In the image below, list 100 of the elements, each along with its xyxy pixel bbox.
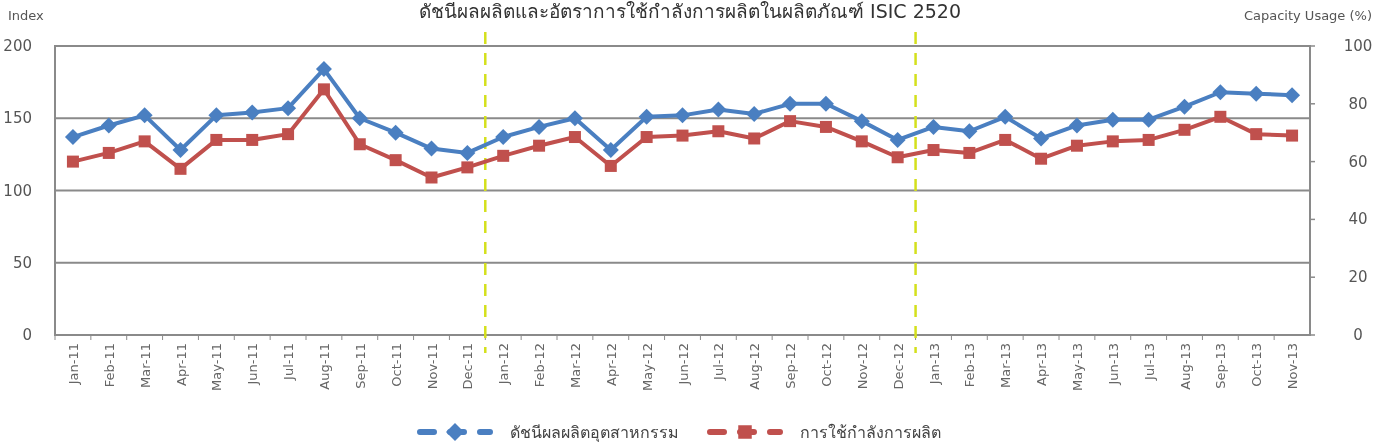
x-tick-label: Jul-13 [1141,343,1157,381]
point [1214,110,1227,123]
x-tick-label: Mar-11 [137,343,153,388]
point [891,151,904,164]
point [999,133,1012,146]
point [748,132,761,145]
point [208,107,225,124]
point [459,144,476,161]
point [1068,117,1085,134]
point [282,128,295,141]
point [1178,123,1191,136]
y-tick-label: 0 [22,326,32,344]
y2-tick-label: 100 [1343,37,1373,55]
point [1035,152,1048,165]
x-tick-label: Apr-13 [1034,343,1050,386]
x-tick-label: Feb-13 [962,343,978,388]
x-tick-label: Sep-13 [1213,343,1229,389]
x-tick-label: Apr-12 [603,343,619,386]
legend-label: ดัชนีผลผลิตอุตสาหกรรม [510,423,679,442]
point [604,159,617,172]
point [317,83,330,96]
point [963,146,976,159]
point [246,133,259,146]
point [210,133,223,146]
x-tick-label: Dec-11 [460,343,476,390]
x-tick-label: May-12 [639,343,655,391]
x-tick-label: Jan-12 [496,343,512,386]
y-tick-label: 50 [12,253,32,272]
point [676,129,689,142]
point [174,162,187,175]
point [1284,87,1301,104]
point [1250,128,1263,141]
point [353,138,366,151]
x-tick-label: Jan-11 [65,343,81,386]
point [1212,84,1229,101]
x-tick-label: May-13 [1069,343,1085,391]
point [819,120,832,133]
point [925,118,942,135]
point [568,131,581,144]
point [389,154,402,167]
x-tick-label: Oct-11 [388,343,404,387]
point [1140,111,1157,128]
point [280,100,297,117]
y2-tick-label: 20 [1348,268,1368,287]
point [638,108,655,125]
x-tick-label: Mar-13 [998,343,1014,388]
point [1248,85,1265,102]
x-tick-label: Aug-13 [1177,343,1193,390]
point [674,107,691,124]
point [927,144,940,157]
point [387,124,404,141]
point [351,110,368,127]
x-tick-label: Jul-11 [281,343,297,381]
legend-label: การใช้กำลังการผลิต [800,423,941,442]
point [710,101,727,118]
y-tick-label: 200 [3,37,32,55]
x-tick-label: Mar-12 [567,343,583,388]
point [782,95,799,112]
point [889,131,906,148]
y2-tick-label: 60 [1348,152,1368,171]
x-tick-label: Jun-12 [675,343,691,386]
point [1070,139,1083,152]
point [817,95,834,112]
point [1176,98,1193,115]
x-tick-label: Jan-13 [926,343,942,386]
point [1286,129,1299,142]
point [495,129,512,146]
y2-tick-label: 40 [1348,210,1368,229]
x-tick-label: Jun-13 [1105,343,1121,386]
y-axis-title: Index [8,8,45,23]
x-tick-label: Apr-11 [173,343,189,386]
point [1106,135,1119,148]
point [533,139,546,152]
y2-axis-title: Capacity Usage (%) [1243,8,1372,23]
point [497,149,510,162]
point [100,117,117,134]
x-tick-label: Nov-11 [424,343,440,390]
y-tick-label: 100 [3,181,32,200]
point [425,171,438,184]
point [1104,111,1121,128]
x-tick-label: Oct-13 [1249,343,1265,387]
x-tick-label: Aug-11 [316,343,332,390]
x-tick-label: Aug-12 [747,343,763,390]
point [1033,130,1050,147]
point [461,161,474,174]
x-tick-label: May-11 [209,343,225,391]
point [172,142,189,159]
point [712,125,725,138]
x-tick-label: Oct-12 [818,343,834,387]
x-tick-label: Jun-11 [245,343,261,386]
point [102,146,115,159]
point [423,140,440,157]
y2-tick-label: 80 [1348,94,1368,113]
point [746,105,763,122]
point [602,142,619,159]
x-tick-label: Dec-12 [890,343,906,390]
point [64,129,81,146]
y-tick-label: 150 [3,109,32,128]
x-tick-label: Sep-12 [783,343,799,389]
y2-tick-label: 0 [1353,326,1363,344]
